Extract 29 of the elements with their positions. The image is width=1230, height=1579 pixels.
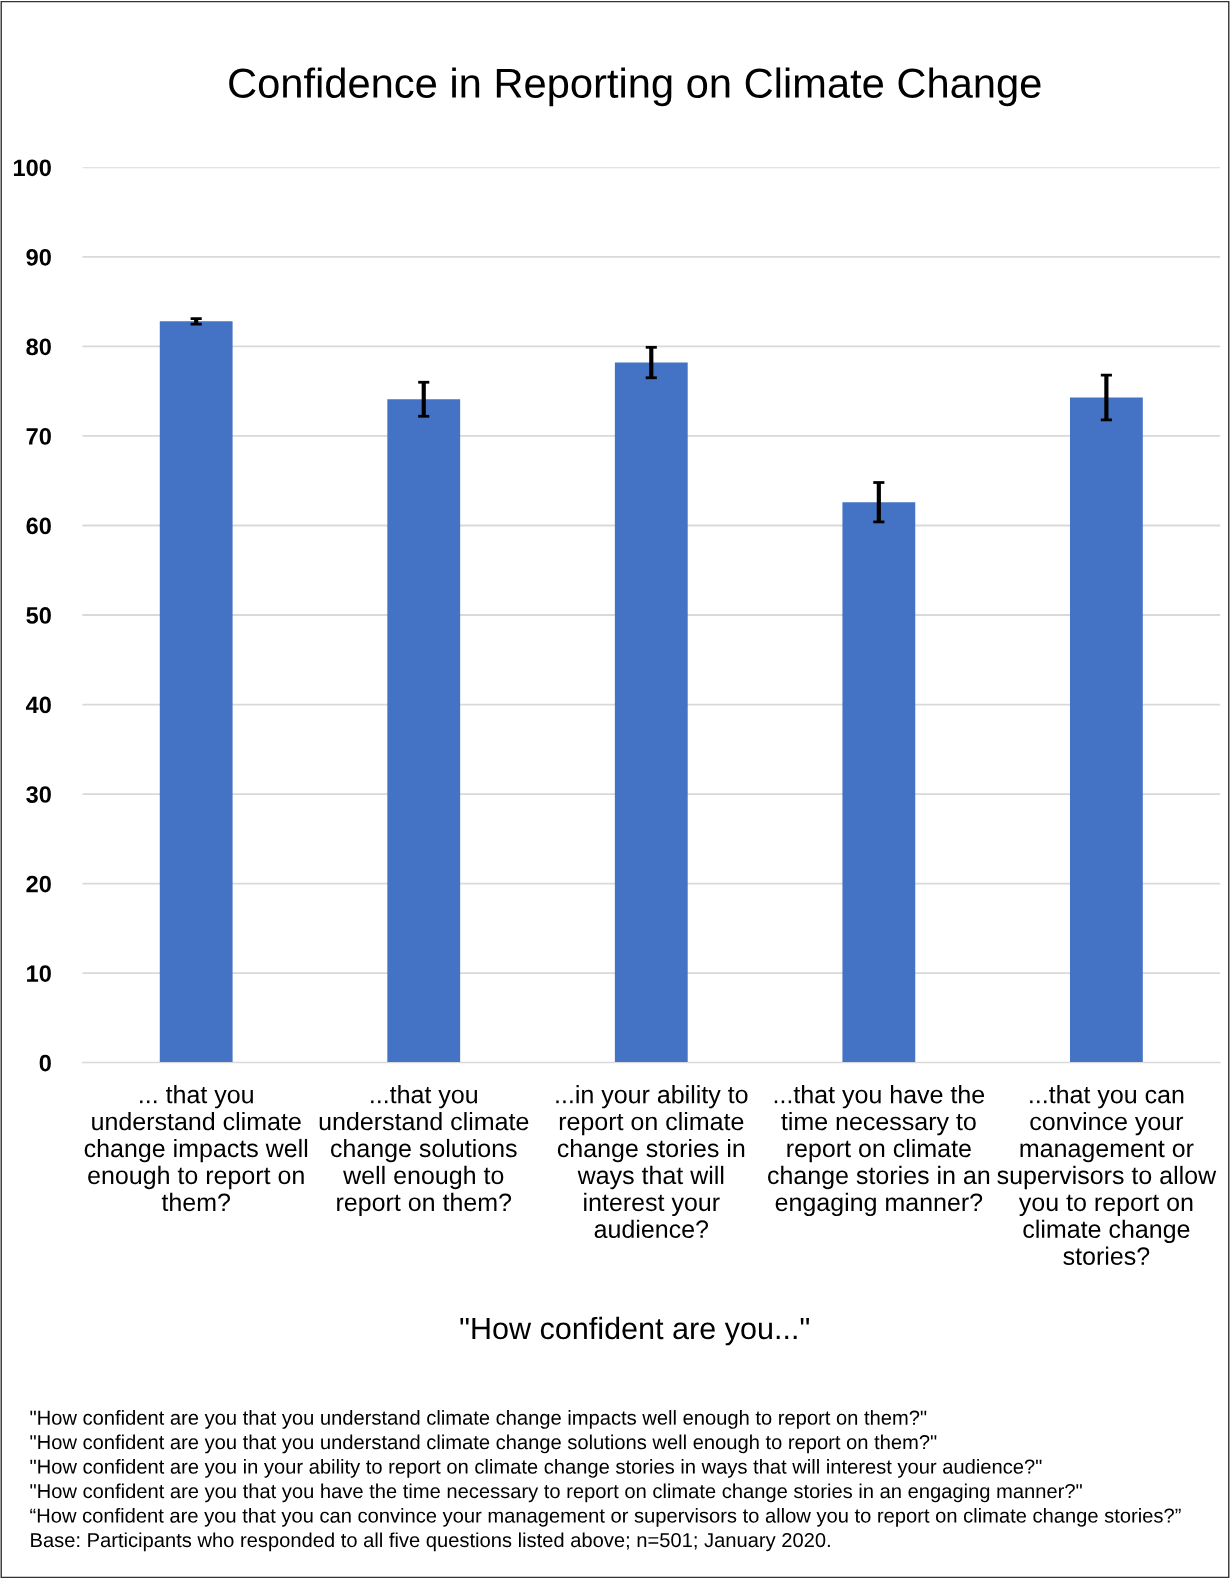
y-tick-label: 100 (13, 159, 51, 177)
x-tick-label: ...that you understand climate change solutions well enough to report on them? (319, 1085, 529, 1217)
text: Base: Participants who responded to all five questions listed above; n=501; January 2020. (31, 1532, 830, 1552)
y-tick-label: 50 (26, 607, 51, 624)
bar (842, 502, 916, 1063)
bar (614, 362, 688, 1063)
y-tick-label: 90 (26, 248, 51, 266)
y-tick-label: 40 (25, 696, 51, 714)
y-tick-label: 10 (27, 965, 51, 982)
bar (387, 399, 461, 1063)
x-axis-title: "How confident are you..." (460, 1316, 809, 1346)
chart-title: Confidence in Reporting on Climate Change (229, 67, 1041, 107)
x-tick-label: ...that you can convince your management or supervisors to allow you to report on climate change stories? (997, 1085, 1217, 1265)
text: “How confident are you that you can convince your management or supervisors to allow you to report on climate change stories?” (30, 1507, 1181, 1527)
y-tick-label: 30 (26, 786, 51, 803)
text: "How confident are you in your ability to report on climate change stories in ways that will interest your audience?" (30, 1459, 1042, 1478)
y-tick-label: 0 (39, 1054, 51, 1072)
text: "How confident are you that you understand climate change impacts well enough to report on them?" (30, 1410, 927, 1429)
y-tick-label: 20 (26, 875, 51, 893)
bar (159, 321, 233, 1063)
text: "How confident are you that you understand climate change solutions well enough to report on them?" (30, 1434, 937, 1454)
bar (1069, 397, 1143, 1063)
y-tick-label: 80 (26, 338, 51, 356)
x-tick-label: ...that you have the time necessary to report on climate change stories in an engaging manner? (768, 1085, 990, 1217)
x-tick-label: ...in your ability to report on climate change stories in ways that will interest your audience? (556, 1085, 748, 1239)
y-tick-label: 70 (26, 428, 51, 445)
y-tick-label: 60 (26, 517, 51, 535)
x-tick-label: ... that you understand climate change impacts well enough to report on them? (84, 1085, 308, 1212)
text: "How confident are you that you have the time necessary to report on climate change stories in an engaging manner?" (30, 1483, 1082, 1503)
